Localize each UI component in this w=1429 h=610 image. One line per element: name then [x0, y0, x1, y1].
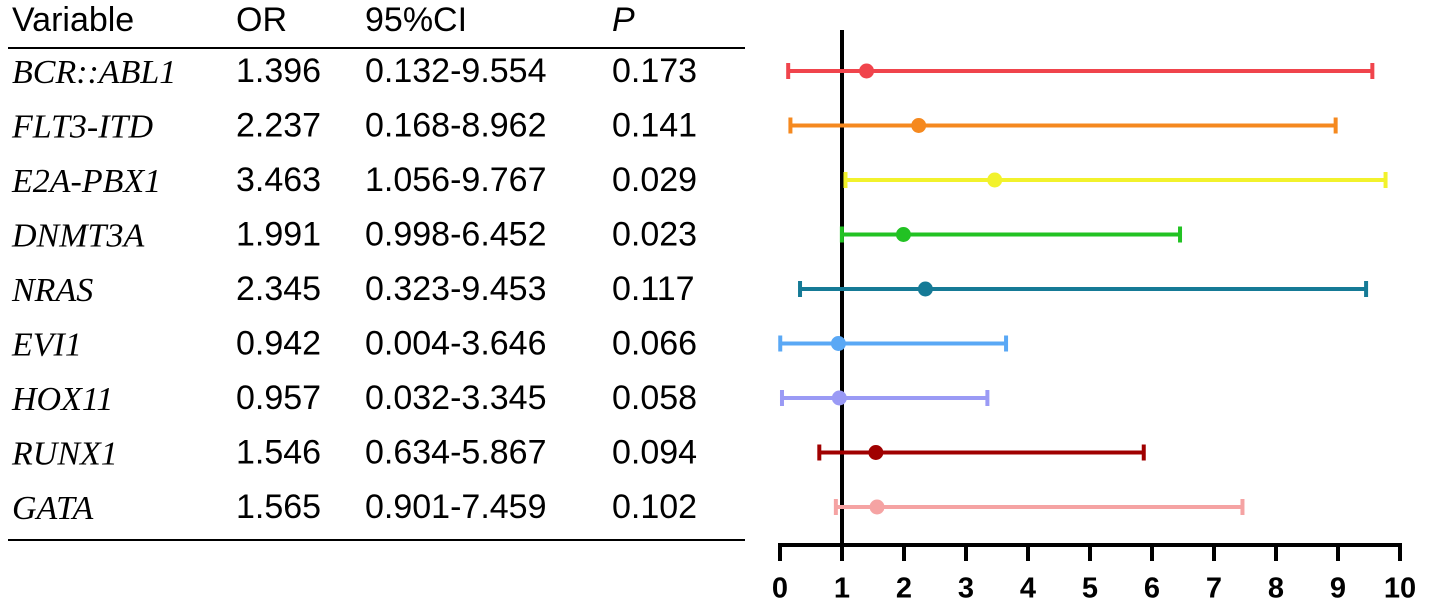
ci-value: 0.032-3.345: [365, 379, 547, 417]
column-header: P: [612, 1, 635, 39]
ci-value: 1.056-9.767: [365, 161, 547, 199]
odds-ratio-point: [987, 172, 1003, 188]
odds-ratio-point: [868, 445, 884, 460]
column-header: OR: [236, 1, 287, 39]
ci-value: 0.634-5.867: [365, 433, 547, 471]
p-value: 0.023: [612, 215, 697, 253]
or-value: 2.237: [236, 106, 321, 144]
x-tick-label: 1: [834, 573, 850, 605]
variable-name: HOX11: [11, 381, 113, 418]
variable-name: FLT3-ITD: [11, 108, 153, 145]
odds-ratio-point: [831, 390, 847, 406]
p-value: 0.094: [612, 433, 697, 471]
variable-name: GATA: [12, 490, 93, 527]
x-tick-label: 0: [772, 573, 788, 605]
odds-ratio-point: [917, 281, 933, 297]
column-header: Variable: [12, 1, 134, 39]
odds-ratio-point: [895, 227, 911, 242]
ci-value: 0.132-9.554: [365, 52, 547, 90]
variable-name: DNMT3A: [11, 217, 144, 254]
variable-name: NRAS: [11, 272, 93, 309]
or-value: 1.396: [236, 52, 321, 90]
or-value: 1.991: [236, 215, 321, 253]
variable-name: RUNX1: [11, 435, 118, 472]
x-tick-label: 10: [1384, 573, 1416, 605]
p-value: 0.117: [612, 270, 695, 308]
p-value: 0.066: [612, 324, 697, 362]
odds-ratio-point: [859, 63, 875, 79]
p-value: 0.173: [612, 52, 697, 90]
ci-value: 0.168-8.962: [365, 106, 547, 144]
variable-name: EVI1: [11, 326, 82, 363]
p-value: 0.102: [612, 488, 697, 526]
or-value: 2.345: [236, 270, 321, 308]
ci-value: 0.998-6.452: [365, 215, 547, 253]
x-tick-label: 9: [1330, 573, 1346, 605]
ci-value: 0.323-9.453: [365, 270, 547, 308]
ci-value: 0.901-7.459: [365, 488, 547, 526]
or-value: 1.565: [236, 488, 321, 526]
or-value: 3.463: [236, 161, 321, 199]
x-tick-label: 4: [1020, 573, 1036, 605]
variable-name: E2A-PBX1: [11, 163, 161, 200]
p-value: 0.029: [612, 161, 697, 199]
odds-ratio-point: [830, 336, 846, 351]
ci-value: 0.004-3.646: [365, 324, 547, 362]
x-tick-label: 3: [958, 573, 974, 605]
x-tick-label: 7: [1206, 573, 1222, 605]
x-tick-label: 2: [896, 573, 912, 605]
p-value: 0.058: [612, 379, 697, 417]
or-value: 0.957: [236, 379, 321, 417]
odds-ratio-point: [911, 118, 927, 133]
or-value: 0.942: [236, 324, 321, 362]
or-value: 1.546: [236, 433, 321, 471]
x-tick-label: 5: [1082, 573, 1098, 605]
variable-name: BCR::ABL1: [12, 54, 176, 91]
p-value: 0.141: [612, 106, 697, 144]
column-header: 95%CI: [365, 1, 467, 39]
odds-ratio-point: [869, 499, 885, 515]
x-tick-label: 8: [1268, 573, 1284, 605]
x-tick-label: 6: [1144, 573, 1160, 605]
